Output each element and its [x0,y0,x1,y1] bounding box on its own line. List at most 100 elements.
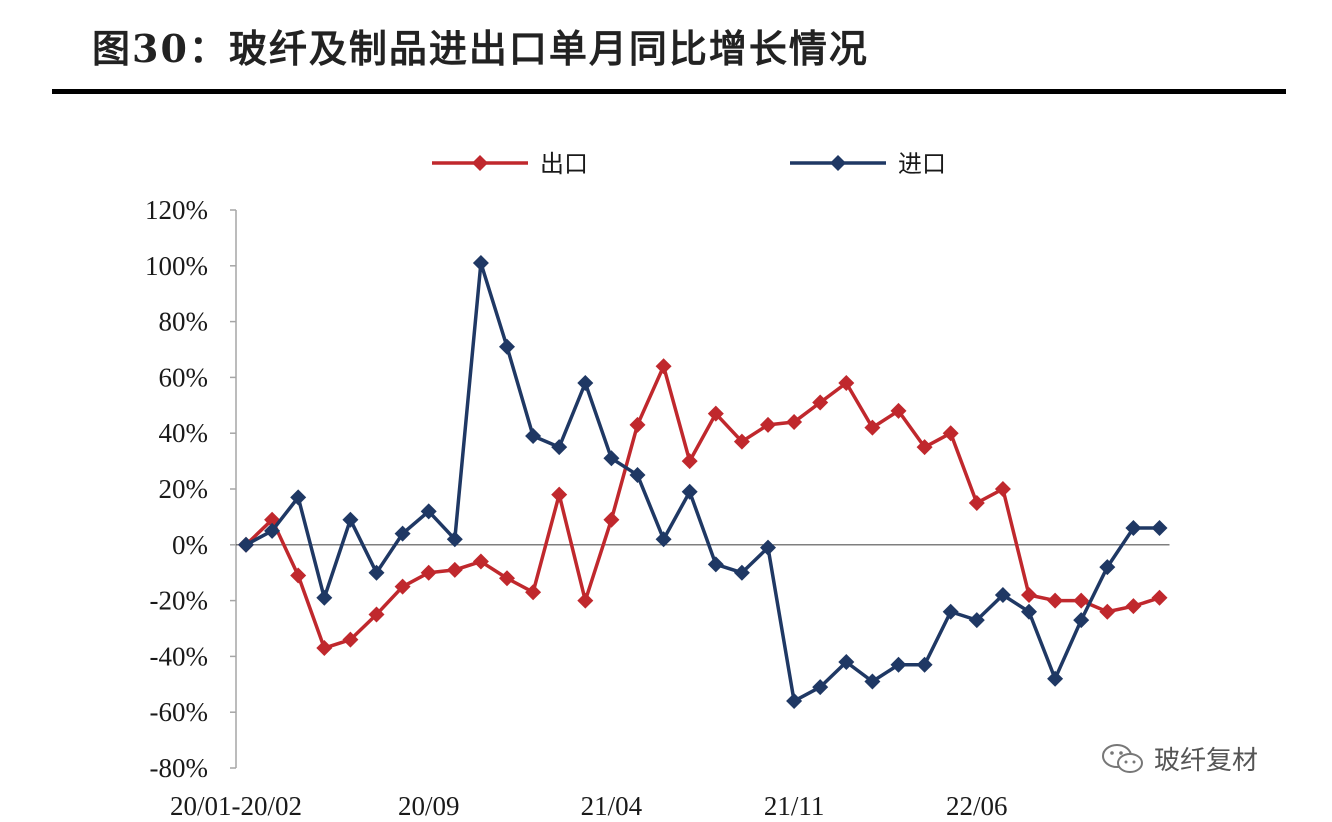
watermark-text: 玻纤复材 [1154,746,1259,776]
data-point-import [499,338,515,355]
watermark: 玻纤复材 [1100,740,1258,777]
data-point-export [342,631,359,648]
y-axis: 120% 100% 80% 60% 40% 20% 0% -20% -40% -60% -80% [145,195,237,783]
data-point-import [994,587,1011,604]
data-point-import [1099,559,1116,576]
y-tick-label: -60% [150,697,208,727]
data-point-export [316,640,333,657]
data-point-import [1047,670,1064,687]
data-point-export [760,416,776,433]
data-point-export [994,481,1011,497]
y-tick-label: -40% [150,641,208,671]
data-point-import [760,539,776,556]
series-line-export [244,364,1161,650]
legend-label: 出口 [540,150,588,178]
data-point-export [446,561,463,578]
y-tick-label: 120% [145,195,208,225]
data-point-import [890,656,907,673]
data-point-export [916,439,933,456]
data-point-export [1073,592,1090,609]
data-point-import [472,255,489,272]
data-point-export [1151,589,1168,606]
data-point-import [316,589,333,606]
data-point-export [1047,592,1064,609]
data-point-export [499,570,515,587]
data-point-export [786,414,803,431]
data-point-export [525,584,542,601]
legend-item-import: 进口 [790,150,946,178]
data-point-import [916,656,933,673]
data-point-export [681,453,698,470]
legend: 出口 进口 [432,150,946,178]
data-point-import [1125,520,1142,537]
legend-label: 进口 [898,150,946,178]
x-tick-label: 20/01-20/02 [170,791,302,821]
y-tick-label: 0% [172,530,208,560]
y-tick-label: 80% [159,307,209,337]
data-point-import [968,612,985,629]
y-tick-label: -80% [150,753,208,783]
y-tick-label: 60% [159,362,209,392]
data-point-export [1099,603,1116,620]
data-point-export [838,374,855,391]
data-point-import [446,531,463,548]
legend-swatch-marker [472,155,488,171]
data-point-export [733,433,750,450]
y-tick-label: 40% [159,418,209,448]
x-axis: 20/01-20/02 20/09 21/04 21/11 22/06 [170,544,1170,821]
series-layer [238,255,1168,710]
data-point-export [368,606,385,623]
data-point-export [394,578,411,595]
data-point-import [1021,603,1037,620]
series-import [238,255,1168,710]
data-point-export [577,592,594,609]
data-point-import [681,483,698,500]
data-point-import [290,489,307,506]
data-point-import [238,536,254,553]
data-point-import [942,603,959,620]
data-point-export [942,425,959,442]
data-point-import [551,439,568,456]
data-point-export [812,394,829,411]
x-tick-label: 21/11 [764,791,825,821]
data-point-import [629,467,646,484]
data-point-export [1021,587,1037,604]
series-line-import [245,261,1160,703]
legend-item-export: 出口 [432,150,588,178]
data-point-import [1073,612,1090,629]
data-point-import [264,522,281,539]
data-point-import [577,374,594,391]
data-point-export [420,564,437,581]
data-point-import [525,427,542,444]
data-point-export [890,402,907,419]
x-tick-label: 21/04 [581,791,643,821]
data-point-export [1125,598,1142,615]
data-point-export [629,416,646,433]
y-tick-label: 100% [145,251,208,281]
data-point-import [864,673,881,690]
wechat-icon [1102,743,1143,773]
x-tick-label: 22/06 [946,791,1008,821]
data-point-import [838,653,855,670]
title-divider [52,89,1286,94]
data-point-export [472,553,489,570]
data-point-import [786,693,803,710]
legend-swatch-marker [830,155,846,171]
data-point-export [968,494,985,511]
y-tick-label: 20% [159,474,209,504]
data-point-import [394,525,411,542]
data-point-export [551,486,568,503]
data-point-import [812,679,829,696]
data-point-export [864,419,881,436]
data-point-import [733,564,750,581]
series-export [238,358,1168,657]
data-point-import [655,531,672,548]
x-tick-label: 20/09 [398,791,460,821]
data-point-export [707,405,724,422]
data-point-import [368,564,385,581]
data-point-import [420,503,437,520]
data-point-import [707,556,724,573]
data-point-export [655,358,672,375]
data-point-export [603,511,620,528]
chart-title: 图30：玻纤及制品进出口单月同比增长情况 [92,26,869,71]
